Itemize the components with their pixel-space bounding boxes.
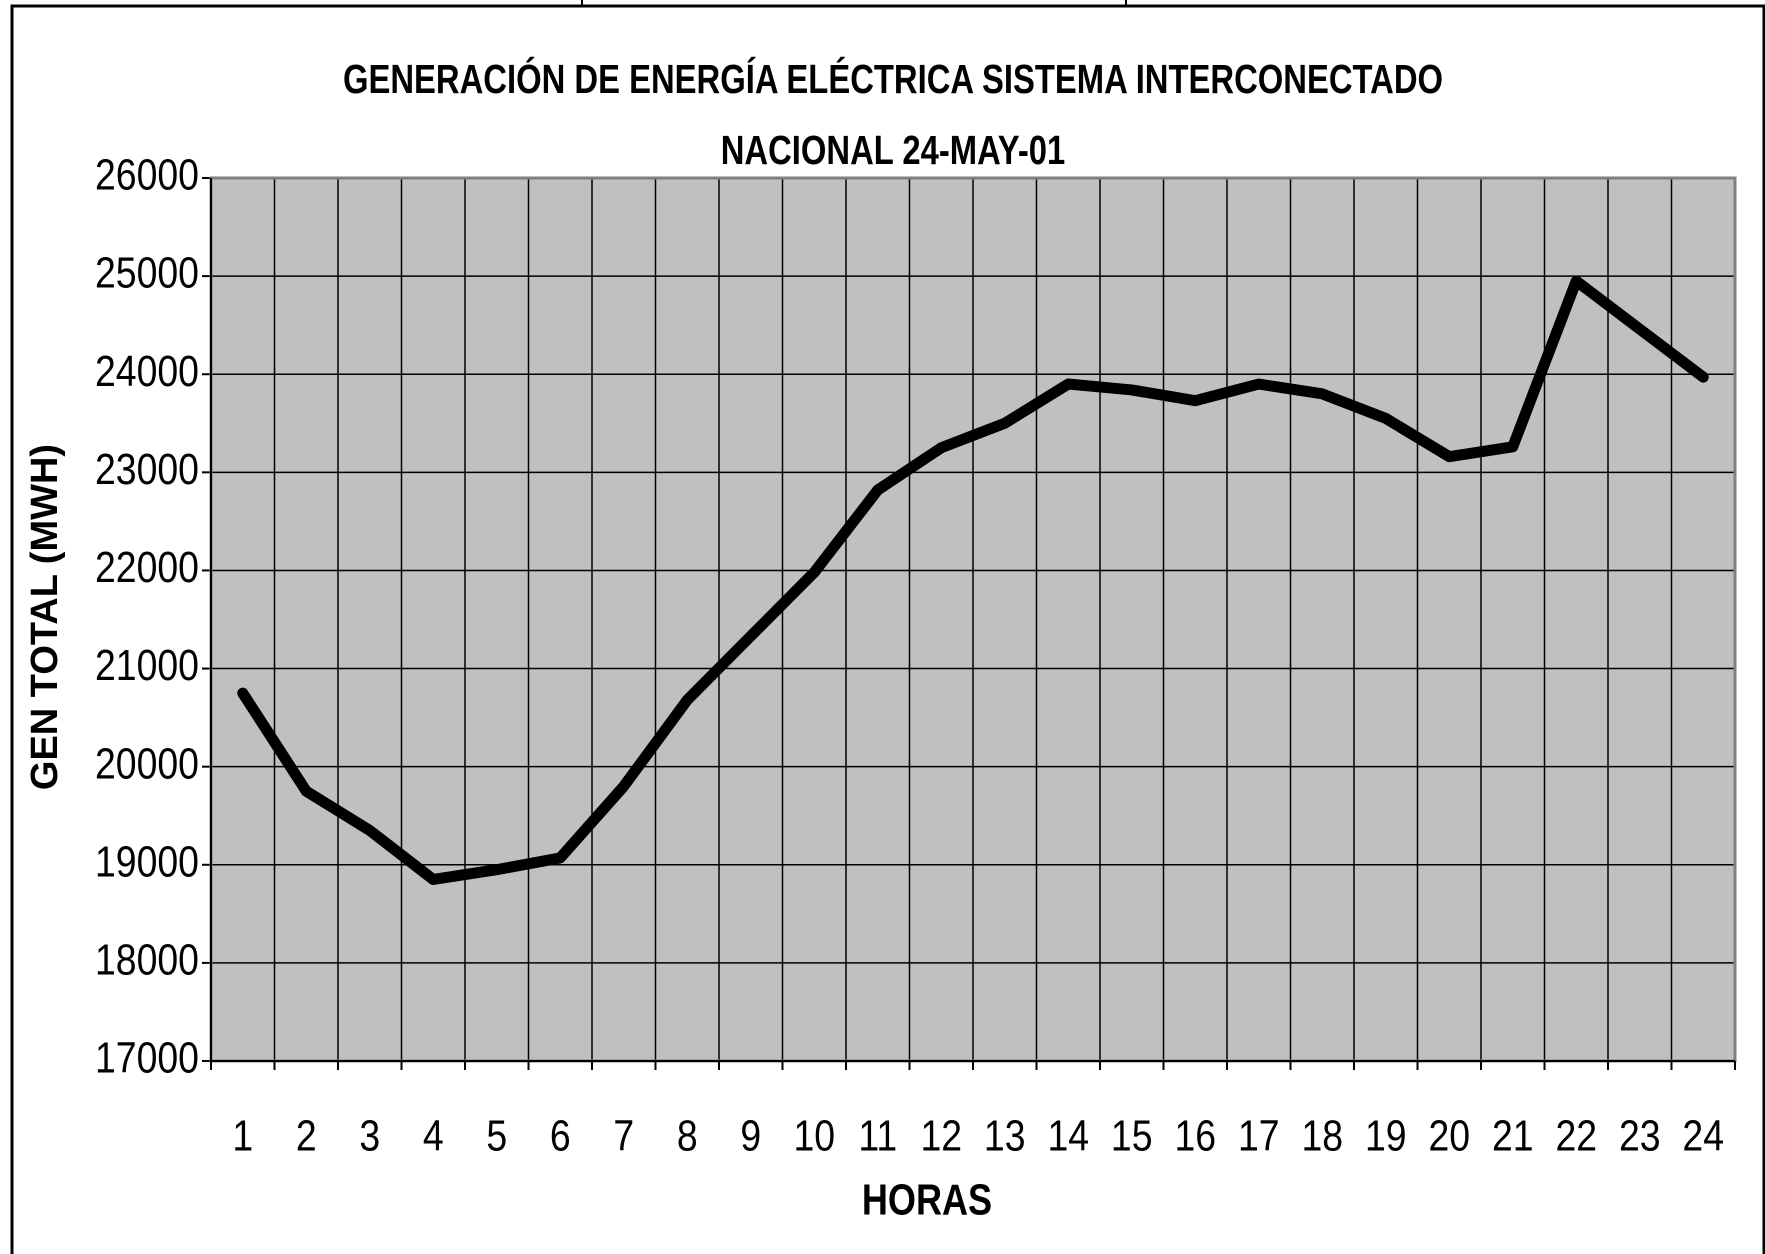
y-tick-label: 23000 bbox=[95, 444, 199, 494]
y-tick-label: 18000 bbox=[95, 935, 199, 985]
x-tick-label: 22 bbox=[1555, 1111, 1597, 1161]
x-tick-label: 16 bbox=[1174, 1111, 1216, 1161]
x-tick-label: 11 bbox=[858, 1111, 897, 1161]
x-tick-label: 24 bbox=[1682, 1111, 1724, 1161]
chart-title: GENERACIÓN DE ENERGÍA ELÉCTRICA SISTEMA … bbox=[342, 56, 1444, 173]
x-tick-label: 1 bbox=[232, 1111, 253, 1161]
x-tick-label: 17 bbox=[1238, 1111, 1280, 1161]
x-tick-label: 14 bbox=[1047, 1111, 1089, 1161]
data-line bbox=[237, 275, 1709, 885]
y-axis-label: GEN TOTAL (MWH) bbox=[24, 444, 66, 790]
y-tick-label: 26000 bbox=[95, 150, 199, 200]
x-tick-label: 8 bbox=[677, 1111, 698, 1161]
x-tick-label: 9 bbox=[740, 1111, 761, 1161]
x-tick-label: 12 bbox=[920, 1111, 962, 1161]
y-tick-label: 21000 bbox=[95, 640, 199, 690]
x-tick-label: 6 bbox=[550, 1111, 571, 1161]
x-tick-label: 15 bbox=[1111, 1111, 1153, 1161]
x-tick-label: 13 bbox=[984, 1111, 1026, 1161]
x-tick-label: 5 bbox=[486, 1111, 507, 1161]
y-tick-label: 22000 bbox=[95, 542, 199, 592]
x-tick-label: 7 bbox=[613, 1111, 634, 1161]
x-tick-label: 3 bbox=[359, 1111, 380, 1161]
x-tick-label: 2 bbox=[296, 1111, 317, 1161]
y-tick-label: 24000 bbox=[95, 346, 199, 396]
x-tick-label: 23 bbox=[1619, 1111, 1661, 1161]
x-tick-label: 21 bbox=[1492, 1111, 1534, 1161]
y-tick-label: 19000 bbox=[95, 837, 199, 887]
x-tick-label: 4 bbox=[423, 1111, 444, 1161]
x-tick-label: 10 bbox=[793, 1111, 835, 1161]
x-axis-label: HORAS bbox=[862, 1175, 992, 1224]
y-tick-label: 17000 bbox=[95, 1033, 199, 1083]
x-tick-label: 18 bbox=[1301, 1111, 1343, 1161]
x-tick-label: 19 bbox=[1365, 1111, 1407, 1161]
y-tick-label: 25000 bbox=[95, 248, 199, 298]
y-tick-label: 20000 bbox=[95, 738, 199, 788]
x-tick-label: 20 bbox=[1428, 1111, 1470, 1161]
